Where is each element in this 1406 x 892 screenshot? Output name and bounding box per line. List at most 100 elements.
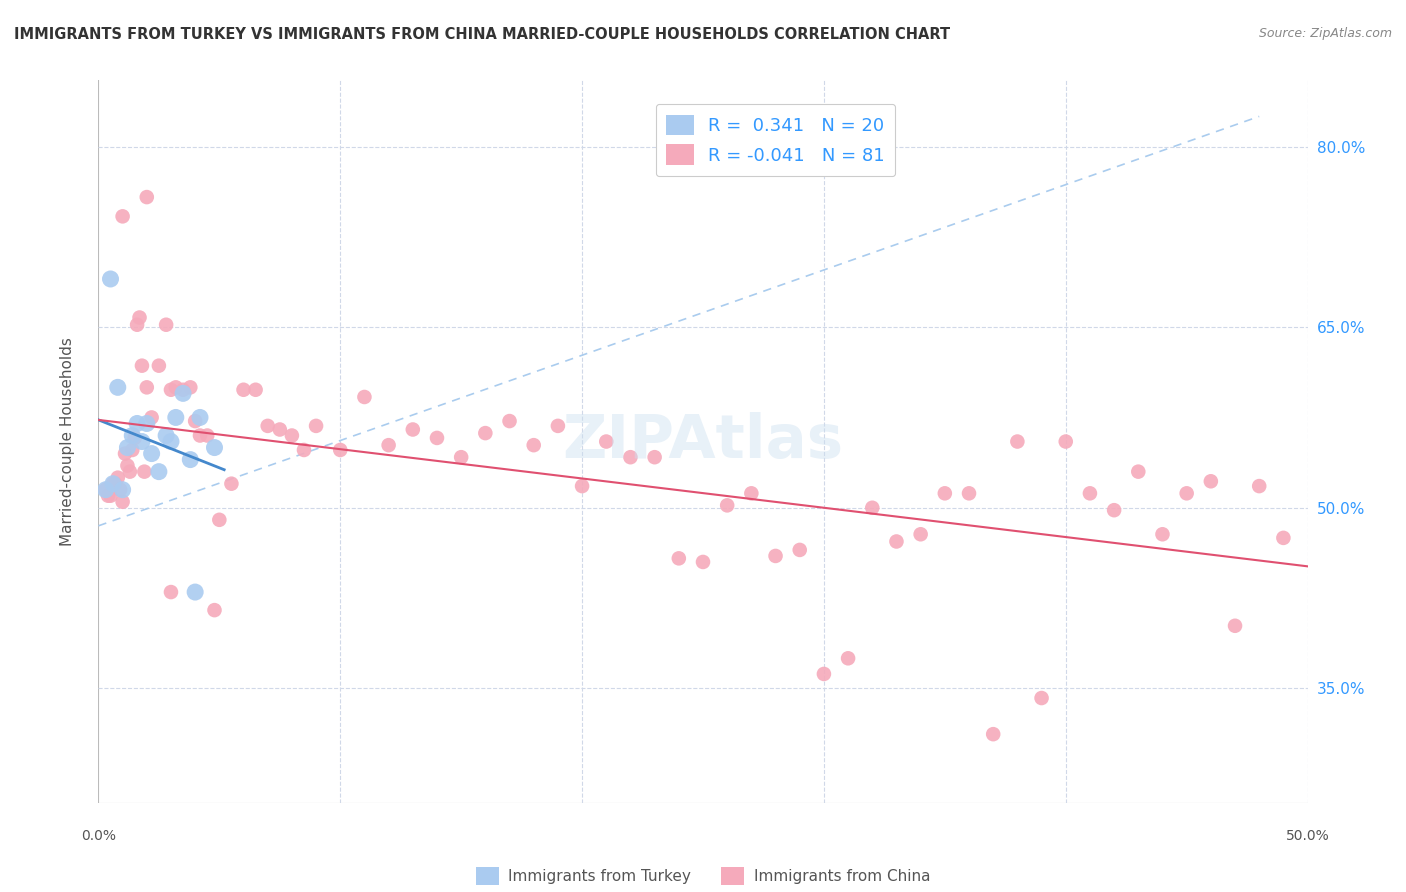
Point: [118, 465, 141, 479]
Point: [107, 380, 129, 394]
Point: [1054, 434, 1077, 449]
Point: [1078, 486, 1101, 500]
Point: [1007, 434, 1029, 449]
Point: [127, 417, 149, 431]
Point: [1249, 479, 1271, 493]
Point: [837, 651, 859, 665]
Point: [547, 418, 569, 433]
Text: ZIPAtlas: ZIPAtlas: [562, 412, 844, 471]
Point: [305, 418, 328, 433]
Point: [195, 428, 218, 442]
Point: [1031, 691, 1053, 706]
Point: [221, 476, 243, 491]
Point: [111, 483, 134, 497]
Point: [117, 441, 139, 455]
Text: 0.0%: 0.0%: [82, 830, 115, 843]
Point: [692, 555, 714, 569]
Point: [813, 667, 835, 681]
Point: [184, 585, 207, 599]
Point: [179, 452, 201, 467]
Point: [1272, 531, 1295, 545]
Point: [148, 465, 170, 479]
Point: [135, 190, 157, 204]
Point: [450, 450, 472, 465]
Point: [886, 534, 908, 549]
Point: [148, 359, 170, 373]
Point: [165, 410, 187, 425]
Point: [281, 428, 304, 442]
Point: [498, 414, 520, 428]
Point: [860, 500, 883, 515]
Point: [131, 434, 153, 449]
Point: [188, 410, 211, 425]
Point: [934, 486, 956, 500]
Point: [135, 380, 157, 394]
Point: [1102, 503, 1125, 517]
Point: [121, 428, 143, 442]
Point: [111, 210, 134, 224]
Point: [426, 431, 449, 445]
Point: [474, 426, 496, 441]
Point: [160, 383, 183, 397]
Point: [97, 489, 120, 503]
Point: [256, 418, 278, 433]
Point: [141, 446, 163, 460]
Point: [165, 380, 187, 394]
Point: [957, 486, 980, 500]
Point: [141, 410, 163, 425]
Point: [94, 483, 117, 497]
Point: [172, 383, 194, 397]
Point: [377, 438, 399, 452]
Point: [208, 513, 231, 527]
Point: [1199, 475, 1222, 489]
Point: [117, 458, 139, 473]
Text: IMMIGRANTS FROM TURKEY VS IMMIGRANTS FROM CHINA MARRIED-COUPLE HOUSEHOLDS CORREL: IMMIGRANTS FROM TURKEY VS IMMIGRANTS FRO…: [14, 27, 950, 42]
Point: [644, 450, 666, 465]
Point: [155, 318, 177, 332]
Point: [716, 499, 738, 513]
Point: [179, 380, 201, 394]
Point: [124, 431, 146, 445]
Point: [155, 428, 177, 442]
Point: [353, 390, 375, 404]
Point: [114, 446, 136, 460]
Point: [204, 441, 226, 455]
Text: 50.0%: 50.0%: [1285, 830, 1330, 843]
Point: [910, 527, 932, 541]
Point: [104, 476, 127, 491]
Point: [1223, 619, 1246, 633]
Point: [121, 442, 143, 457]
Text: Source: ZipAtlas.com: Source: ZipAtlas.com: [1258, 27, 1392, 40]
Point: [100, 272, 122, 286]
Point: [134, 465, 156, 479]
Point: [232, 383, 254, 397]
Point: [204, 603, 226, 617]
Point: [571, 479, 593, 493]
Point: [107, 470, 129, 484]
Point: [523, 438, 546, 452]
Point: [160, 434, 183, 449]
Point: [111, 494, 134, 508]
Point: [135, 417, 157, 431]
Point: [94, 483, 117, 497]
Point: [668, 551, 690, 566]
Point: [127, 318, 149, 332]
Point: [1152, 527, 1174, 541]
Y-axis label: Married-couple Households: Married-couple Households: [60, 337, 75, 546]
Point: [269, 423, 291, 437]
Point: [981, 727, 1004, 741]
Point: [188, 428, 211, 442]
Point: [765, 549, 787, 563]
Point: [789, 542, 811, 557]
Point: [184, 414, 207, 428]
Point: [245, 383, 267, 397]
Point: [1175, 486, 1198, 500]
Legend: Immigrants from Turkey, Immigrants from China: Immigrants from Turkey, Immigrants from …: [470, 861, 936, 891]
Point: [619, 450, 641, 465]
Point: [101, 476, 124, 491]
Point: [292, 442, 315, 457]
Point: [329, 442, 352, 457]
Point: [131, 359, 153, 373]
Point: [402, 423, 425, 437]
Point: [128, 310, 150, 325]
